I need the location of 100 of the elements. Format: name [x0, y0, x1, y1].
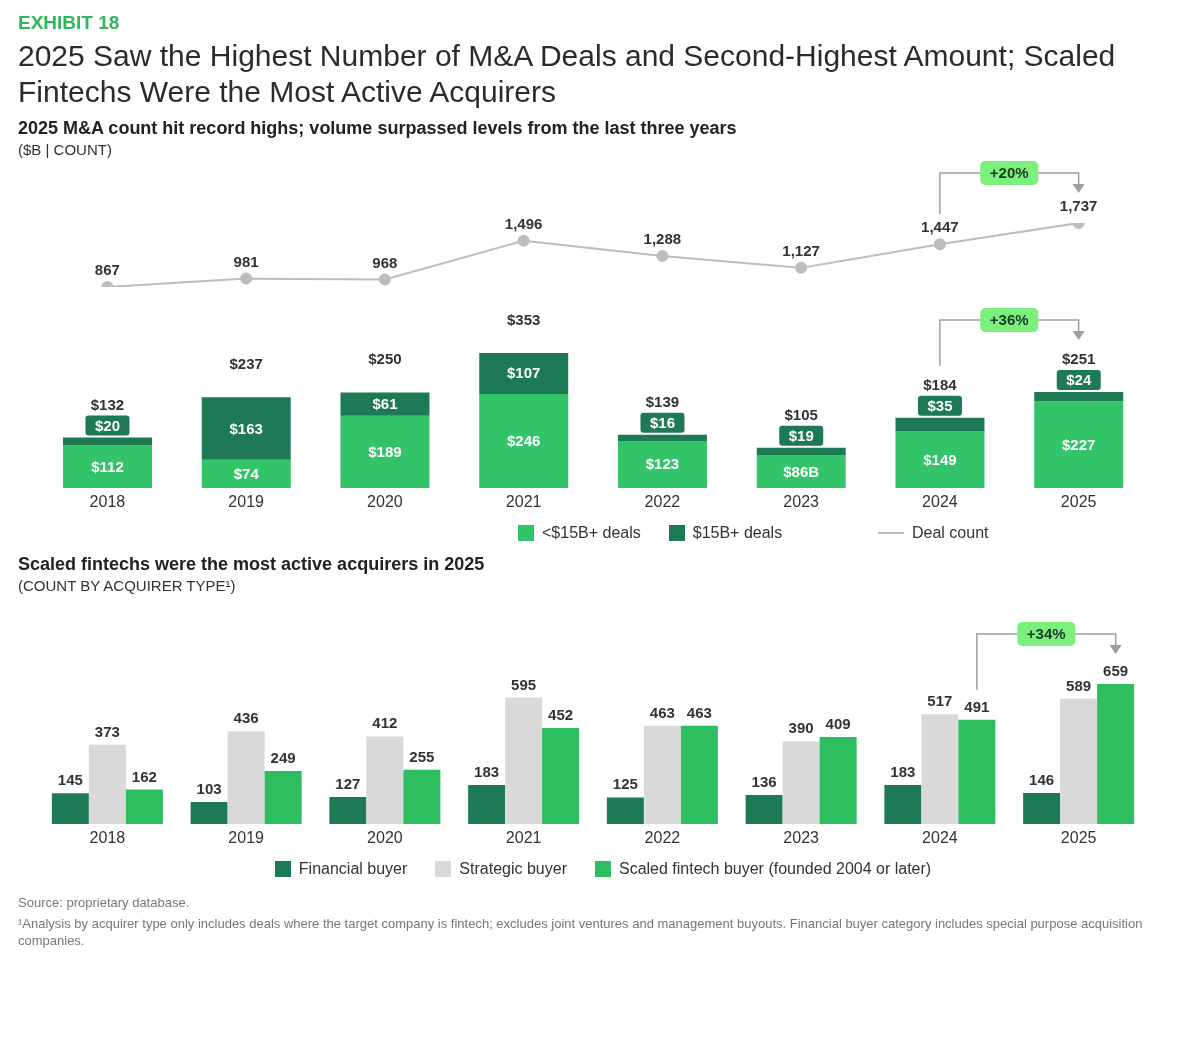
x-tick-label: 2021 — [505, 493, 542, 511]
bar — [190, 802, 228, 824]
data-label: 491 — [964, 697, 990, 715]
bar — [468, 785, 506, 824]
x-tick-label: 2021 — [505, 829, 542, 847]
x-tick-label: 2024 — [922, 493, 958, 511]
text: EXHIBIT 18 — [18, 12, 121, 34]
bar — [201, 397, 291, 460]
bar — [264, 771, 302, 824]
data-label: $123 — [645, 455, 680, 473]
point — [933, 238, 946, 251]
total-label: $250 — [368, 350, 402, 368]
bar — [643, 725, 681, 824]
legend-label: $15B+ deals — [692, 524, 783, 542]
bar — [51, 793, 89, 824]
bar — [606, 797, 644, 824]
x-tick-label: 2024 — [922, 829, 958, 847]
chart-subtitle: ($B | COUNT) — [18, 141, 113, 158]
data-label: 162 — [131, 767, 157, 785]
data-label: 463 — [649, 703, 675, 721]
x-tick-label: 2025 — [1060, 829, 1097, 847]
bar — [125, 789, 163, 824]
data-label: 1,288 — [643, 230, 682, 248]
chart-title: Scaled fintechs were the most active acquirers in 2025 — [18, 554, 486, 575]
bar — [479, 393, 569, 488]
data-label: 517 — [927, 692, 953, 710]
bar — [201, 459, 291, 488]
total-label: $105 — [784, 405, 818, 423]
data-label: 436 — [233, 709, 259, 727]
data-label: 595 — [511, 675, 537, 693]
chart-title: 2025 M&A count hit record highs; volume surpassed levels from the last three years — [18, 118, 738, 139]
data-label: $61 — [372, 395, 398, 413]
bar — [542, 727, 580, 824]
bar — [782, 741, 820, 824]
x-tick-label: 2018 — [89, 493, 126, 511]
data-label: 103 — [196, 780, 222, 798]
data-label: 1,447 — [921, 218, 959, 236]
legend-label: Financial buyer — [298, 860, 408, 878]
legend-label: Deal count — [912, 524, 989, 542]
text: +20% — [989, 164, 1029, 181]
point — [795, 261, 808, 274]
x-tick-label: 2023 — [783, 829, 820, 847]
bar — [505, 697, 543, 824]
bar — [366, 736, 404, 824]
data-label: 145 — [57, 771, 83, 789]
data-label: 255 — [409, 747, 435, 765]
text: 2025 Saw the Highest Number of M&A Deals and Second-Highest Amount; Scaled Fintechs Were the Most Active Acquirers — [18, 38, 1117, 110]
data-label: $35 — [927, 396, 953, 414]
total-label: $184 — [923, 375, 958, 393]
data-label: 125 — [612, 775, 638, 793]
bar — [680, 725, 718, 824]
x-tick-label: 2020 — [367, 493, 403, 511]
data-label: $20 — [94, 416, 120, 434]
legend-label: Strategic buyer — [459, 860, 567, 878]
data-label: 1,737 — [1059, 197, 1098, 214]
data-label: 249 — [270, 749, 296, 767]
data-label: 452 — [548, 705, 574, 723]
bar — [340, 415, 430, 488]
data-label: $149 — [923, 450, 957, 468]
text: +36% — [989, 311, 1029, 329]
data-label: $16 — [649, 413, 675, 431]
bar — [88, 744, 126, 824]
data-label: 183 — [890, 763, 916, 781]
data-label: $112 — [91, 457, 124, 475]
bar — [617, 440, 707, 488]
bar — [1023, 792, 1061, 824]
total-label: $353 — [507, 311, 541, 328]
legend-label: Scaled fintech buyer (founded 2004 or later) — [618, 860, 932, 878]
x-tick-label: 2022 — [644, 493, 681, 511]
bar — [479, 353, 569, 394]
chart-subtitle: (COUNT BY ACQUIRER TYPE¹) — [18, 577, 237, 594]
bar — [329, 797, 367, 824]
data-label: $107 — [507, 364, 541, 382]
data-label: $227 — [1062, 435, 1096, 453]
data-label: 968 — [372, 253, 398, 271]
data-label: 867 — [94, 261, 120, 278]
data-label: 1,127 — [782, 241, 820, 259]
point — [240, 272, 253, 285]
total-label: $237 — [229, 355, 263, 373]
data-label: 146 — [1029, 770, 1055, 788]
x-tick-label: 2023 — [783, 493, 820, 511]
bar — [227, 731, 265, 824]
total-label: $132 — [90, 395, 125, 413]
bar — [756, 455, 846, 488]
data-label: 183 — [474, 763, 500, 781]
data-label: $246 — [507, 431, 541, 449]
data-label: $24 — [1066, 371, 1092, 389]
data-label: $74 — [233, 464, 260, 482]
data-label: $189 — [368, 442, 402, 460]
x-tick-label: 2019 — [228, 829, 265, 847]
data-label: 1,496 — [504, 214, 543, 232]
text: ¹Analysis by acquirer type only includes deals where the target company is fintech; excludes joint ventures and management buyouts. Financial buyer category includes special purpose acquisition companies. — [18, 914, 1144, 950]
bar — [884, 785, 922, 824]
bar — [819, 737, 857, 824]
data-label: 412 — [372, 714, 398, 732]
bar — [958, 719, 996, 824]
point — [378, 273, 391, 286]
bar — [1034, 401, 1124, 488]
x-tick-label: 2019 — [228, 493, 265, 511]
x-tick-label: 2022 — [644, 829, 681, 847]
